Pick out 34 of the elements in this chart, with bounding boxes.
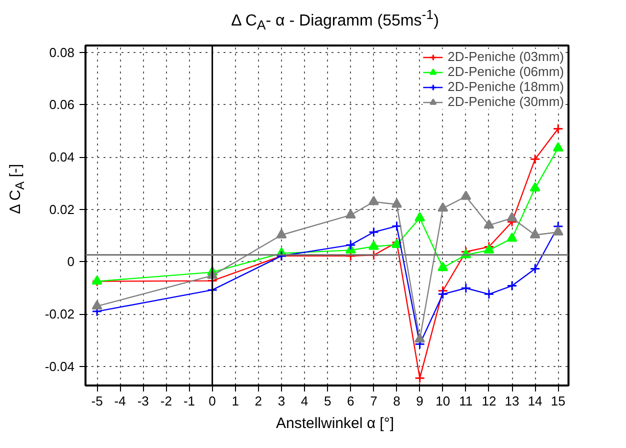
x-tick-label: 5 [324, 394, 332, 408]
x-tick-label: 8 [393, 394, 400, 408]
x-tick-label: 11 [459, 394, 473, 408]
y-tick-label: -0.02 [44, 306, 75, 322]
legend-label: 2D-Peniche (18mm) [448, 79, 564, 94]
y-tick-label: 0.04 [49, 150, 75, 164]
x-tick-label: 15 [550, 394, 566, 408]
x-tick-label: 0 [208, 394, 216, 408]
x-axis-title: Anstellwinkel α [°] [276, 414, 394, 434]
x-tick-label: 9 [416, 394, 424, 408]
x-tick-label: 3 [278, 394, 286, 408]
chart-title: Δ C$_{A}$- α - Diagramm (55ms$^{-1}$) [231, 6, 439, 35]
x-tick-label: 12 [482, 394, 496, 408]
y-tick-label: 0.02 [49, 202, 75, 217]
legend-label: 2D-Peniche (30mm) [448, 94, 564, 109]
x-tick-label: 2 [254, 394, 262, 408]
y-tick-label: -0.04 [44, 358, 75, 374]
y-tick-label: 0 [67, 254, 75, 270]
legend-label: 2D-Peniche (06mm) [448, 64, 564, 79]
x-tick-label: -1 [183, 394, 196, 408]
x-tick-label: 7 [370, 394, 378, 408]
legend-label: 2D-Peniche (03mm) [448, 49, 564, 64]
x-tick-label: 4 [300, 394, 308, 408]
x-tick-label: 13 [504, 394, 520, 408]
x-tick-label: 14 [528, 394, 542, 408]
y-tick-label: 0.08 [49, 44, 75, 60]
x-tick-label: 6 [347, 394, 354, 408]
x-tick-label: -5 [91, 394, 103, 408]
x-tick-label: -3 [137, 394, 149, 408]
y-tick-label: 0.06 [49, 97, 75, 112]
x-tick-label: -4 [114, 394, 126, 408]
x-tick-label: 1 [232, 394, 239, 408]
x-tick-label: 10 [436, 394, 450, 408]
x-tick-label: -2 [160, 394, 172, 408]
